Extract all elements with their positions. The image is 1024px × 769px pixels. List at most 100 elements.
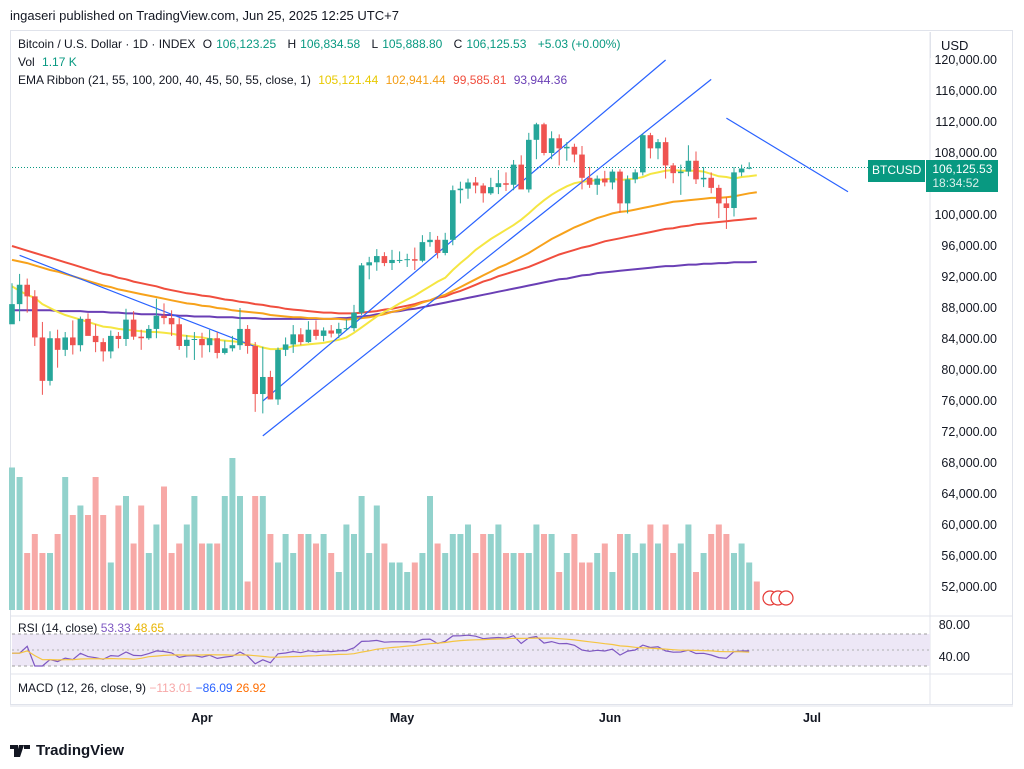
y-tick-label: 84,000.00 bbox=[941, 332, 997, 346]
volume-bar bbox=[510, 553, 517, 610]
symbol-title[interactable]: Bitcoin / U.S. Dollar · 1D · INDEX bbox=[18, 37, 196, 51]
candle-body bbox=[320, 330, 327, 336]
candle-body bbox=[465, 182, 471, 189]
candle-body bbox=[77, 318, 84, 346]
volume-bar bbox=[442, 553, 449, 610]
candle-body bbox=[404, 259, 410, 261]
volume-bar bbox=[138, 505, 145, 610]
chart-frame bbox=[10, 30, 1013, 705]
macd-line-value: −86.09 bbox=[195, 681, 233, 695]
candle-body bbox=[313, 329, 319, 336]
y-tick-label: 56,000.00 bbox=[941, 549, 997, 563]
volume-bar bbox=[738, 543, 745, 610]
volume-bar bbox=[31, 534, 38, 610]
badge-price: 106,125.53 18:34:52 bbox=[925, 160, 999, 192]
candle-body bbox=[594, 178, 600, 185]
candle-body bbox=[161, 315, 167, 319]
candle-body bbox=[351, 312, 357, 329]
volume-bar bbox=[677, 543, 684, 610]
y-tick-label: 120,000.00 bbox=[934, 53, 997, 67]
candle-body bbox=[662, 142, 669, 166]
ema55-value: 102,941.44 bbox=[385, 73, 446, 87]
ema100-line bbox=[11, 217, 757, 315]
ema-label: EMA Ribbon (21, 55, 100, 200, 40, 45, 50… bbox=[18, 73, 311, 87]
candle-body bbox=[685, 160, 692, 172]
volume-bar bbox=[351, 534, 357, 610]
candle-body bbox=[328, 330, 334, 334]
volume-bar bbox=[100, 515, 107, 610]
volume-bar bbox=[586, 562, 593, 610]
volume-legend[interactable]: Vol 1.17 K bbox=[18, 55, 81, 69]
rsi-legend[interactable]: RSI (14, close) 53.33 48.65 bbox=[18, 621, 164, 635]
x-tick-label: Apr bbox=[191, 711, 213, 725]
y-tick-label: 88,000.00 bbox=[941, 301, 997, 315]
candle-body bbox=[298, 334, 304, 343]
candle-body bbox=[495, 183, 502, 188]
volume-bar bbox=[715, 524, 722, 610]
macd-legend[interactable]: MACD (12, 26, close, 9) −113.01 −86.09 2… bbox=[18, 681, 266, 695]
candle-body bbox=[647, 135, 654, 149]
volume-bar bbox=[465, 524, 471, 610]
ema100-value: 99,585.81 bbox=[453, 73, 507, 87]
volume-bar bbox=[647, 524, 654, 610]
volume-bar bbox=[373, 505, 380, 610]
candle-body bbox=[738, 168, 745, 173]
candle-body bbox=[655, 142, 661, 149]
volume-bar bbox=[282, 534, 289, 610]
candle-body bbox=[138, 336, 144, 339]
ema200-value: 93,944.36 bbox=[513, 73, 568, 87]
volume-bar bbox=[639, 543, 646, 610]
volume-bar bbox=[518, 553, 525, 610]
volume-bar bbox=[396, 562, 403, 610]
symbol-legend: Bitcoin / U.S. Dollar · 1D · INDEX O 106,… bbox=[18, 37, 624, 51]
volume-bar bbox=[670, 553, 677, 610]
candle-body bbox=[693, 160, 699, 180]
volume-bar bbox=[685, 524, 692, 610]
y-tick-label: 68,000.00 bbox=[941, 456, 997, 470]
volume-value: 1.17 K bbox=[42, 55, 77, 69]
candle-body bbox=[39, 337, 46, 381]
volume-label: Vol bbox=[18, 55, 35, 69]
candle-body bbox=[389, 259, 395, 264]
candle-body bbox=[374, 256, 380, 263]
volume-bar bbox=[252, 496, 259, 610]
volume-bar bbox=[419, 553, 426, 610]
y-tick-label: 52,000.00 bbox=[941, 580, 997, 594]
candle-body bbox=[586, 177, 593, 185]
tradingview-logo[interactable]: TradingView bbox=[10, 742, 124, 759]
candle-body bbox=[510, 164, 517, 185]
candle-body bbox=[541, 124, 547, 153]
volume-bar bbox=[495, 524, 502, 610]
candle-body bbox=[100, 342, 106, 352]
candle-body bbox=[24, 284, 30, 297]
volume-bar bbox=[449, 534, 456, 610]
candle-body bbox=[191, 339, 198, 340]
candle-body bbox=[358, 265, 365, 313]
trendline bbox=[726, 117, 849, 193]
ema-legend[interactable]: EMA Ribbon (21, 55, 100, 200, 40, 45, 50… bbox=[18, 73, 571, 87]
volume-bar bbox=[24, 553, 31, 610]
candle-body bbox=[419, 242, 426, 261]
x-tick-label: Jun bbox=[599, 711, 621, 725]
tradingview-logo-icon bbox=[10, 744, 30, 757]
price-change: +5.03 (+0.00%) bbox=[537, 37, 621, 51]
candle-body bbox=[123, 319, 129, 339]
trendline bbox=[19, 254, 256, 348]
volume-bar bbox=[579, 562, 585, 610]
volume-bar bbox=[39, 553, 46, 610]
volume-bar bbox=[389, 562, 395, 610]
volume-bar bbox=[746, 562, 753, 610]
volume-bar bbox=[411, 562, 418, 610]
candle-body bbox=[503, 183, 509, 185]
candle-body bbox=[678, 171, 684, 174]
volume-bar bbox=[168, 553, 175, 610]
volume-bar bbox=[617, 534, 623, 610]
candle-body bbox=[564, 146, 570, 149]
volume-bar bbox=[571, 534, 578, 610]
candle-body bbox=[472, 182, 479, 186]
candle-body bbox=[70, 337, 76, 346]
candle-body bbox=[47, 338, 53, 381]
candle-body bbox=[115, 335, 122, 339]
volume-bar bbox=[267, 534, 274, 610]
